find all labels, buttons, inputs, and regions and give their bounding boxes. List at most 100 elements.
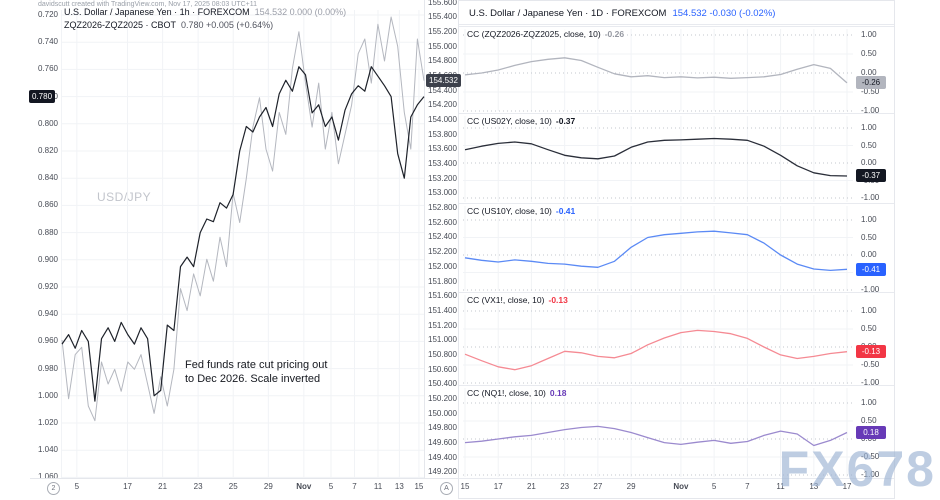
left-chart-panel: U.S. Dollar / Japanese Yen · 1h · FOREXC…: [0, 0, 461, 500]
spread-last-value-badge: 0.780: [29, 90, 56, 104]
usdjpy-quote-values: 154.532 0.000 (0.00%): [254, 7, 347, 17]
left-time-tick: 15: [414, 482, 424, 491]
right-time-tick: 23: [560, 482, 570, 491]
usdjpy-axis-tick: 149.400: [428, 452, 457, 462]
cc-pane-1[interactable]: 1.00 0.50 0.00 -0.50 -1.00 CC (ZQZ2026-ZQZ202…: [459, 26, 894, 115]
left-time-tick: Nov: [296, 482, 312, 491]
spread-axis-tick: 0.960: [37, 336, 58, 346]
cc-pane-legend[interactable]: CC (VX1!, close, 10) -0.13: [467, 295, 568, 305]
spread-axis-tick: 1.000: [37, 390, 58, 400]
cc-axis-tick: -0.50: [861, 360, 880, 369]
spread-axis-tick: 1.020: [37, 418, 58, 427]
usdjpy-axis-tick: 152.400: [428, 232, 457, 242]
spread-axis-tick: 0.880: [37, 227, 58, 237]
cc-axis-tick: 0.50: [861, 416, 877, 425]
cc-axis-tick: -1.00: [861, 285, 880, 294]
marker-2-badge[interactable]: 2: [47, 482, 60, 495]
cc-legend-title: CC (US02Y, close, 10): [467, 116, 552, 126]
right-chart-header[interactable]: U.S. Dollar / Japanese Yen · 1D · FOREXC…: [459, 4, 894, 25]
cc-legend-title: CC (NQ1!, close, 10): [467, 388, 546, 398]
left-time-tick: 5: [328, 482, 334, 491]
left-time-tick: 11: [373, 482, 383, 491]
usdjpy-axis-tick: 149.600: [428, 438, 457, 447]
cc-pane-plot[interactable]: [459, 114, 894, 204]
spread-price-scale[interactable]: 0.720 0.740 0.760 0.780 0.800 0.820 0.840 0.860…: [30, 0, 58, 478]
cc-axis-tick: -0.50: [861, 452, 880, 461]
usdjpy-axis-tick: 150.800: [428, 349, 457, 359]
spread-axis-tick: 0.940: [37, 309, 58, 319]
cc-line-series: [464, 137, 848, 177]
cc-axis-tick: -1.00: [861, 106, 880, 115]
spread-axis-tick: 0.860: [37, 200, 58, 210]
cc-legend-value: -0.26: [604, 29, 625, 39]
cc-pane-plot[interactable]: [459, 293, 894, 386]
cc-legend-title: CC (ZQZ2026-ZQZ2025, close, 10): [467, 29, 601, 39]
cc-pane-legend[interactable]: CC (US10Y, close, 10) -0.41: [467, 206, 576, 216]
legend-row-usdjpy[interactable]: U.S. Dollar / Japanese Yen · 1h · FOREXC…: [64, 6, 346, 19]
auto-scale-button[interactable]: A: [440, 482, 453, 495]
cc-legend-title: CC (VX1!, close, 10): [467, 295, 545, 305]
spread-axis-tick: 0.920: [37, 282, 58, 291]
usdjpy-axis-tick: 153.400: [428, 159, 457, 169]
cc-axis-tick: 1.00: [861, 398, 877, 407]
usdjpy-axis-tick: 155.200: [428, 26, 457, 36]
right-time-tick: 17: [842, 482, 852, 491]
cc-pane-legend[interactable]: CC (NQ1!, close, 10) 0.18: [467, 388, 567, 398]
annotation-line-1: Fed funds rate cut pricing out: [185, 359, 328, 371]
usdjpy-axis-tick: 151.000: [428, 335, 457, 345]
usdjpy-axis-tick: 151.200: [428, 320, 457, 330]
right-time-tick: 27: [593, 482, 603, 491]
spread-axis-tick: 0.820: [37, 146, 58, 155]
usdjpy-line-series: [61, 16, 425, 422]
usdjpy-last-value-badge: 154.532: [426, 74, 461, 88]
cc-pane-plot[interactable]: [459, 386, 894, 479]
usdjpy-axis-tick: 154.200: [428, 100, 457, 110]
left-time-tick: 21: [158, 482, 168, 491]
left-time-tick: 5: [74, 482, 80, 491]
cc-legend-title: CC (US10Y, close, 10): [467, 206, 552, 216]
left-time-tick: 23: [193, 482, 203, 491]
right-time-tick: 29: [626, 482, 636, 491]
zq-spread-quote-values: 0.780 +0.005 (+0.64%): [181, 20, 274, 30]
cc-axis-tick: 0.00: [861, 250, 877, 259]
right-time-tick: 17: [493, 482, 503, 491]
usdjpy-axis-tick: 154.000: [428, 115, 457, 125]
cc-pane-legend[interactable]: CC (ZQZ2026-ZQZ2025, close, 10) -0.26: [467, 29, 625, 39]
spread-axis-tick: 0.900: [37, 254, 58, 264]
spread-axis-tick: 0.840: [37, 173, 58, 183]
usdjpy-axis-tick: 151.600: [428, 291, 457, 301]
right-time-tick: 13: [809, 482, 819, 491]
cc-legend-value: -0.13: [548, 295, 568, 305]
usdjpy-axis-tick: 153.600: [428, 144, 457, 154]
cc-axis-tick: -1.00: [861, 378, 880, 387]
cc-pane-plot[interactable]: [459, 204, 894, 293]
cc-legend-value: 0.18: [549, 388, 567, 398]
zq-spread-symbol-label: ZQZ2026-ZQZ2025 · CBOT: [64, 20, 177, 30]
cc-pane-legend[interactable]: CC (US02Y, close, 10) -0.37: [467, 116, 576, 126]
usdjpy-axis-tick: 153.800: [428, 129, 457, 139]
cc-pane-plot[interactable]: [459, 27, 894, 113]
cc-last-value-badge: -0.26: [856, 76, 886, 90]
usdjpy-axis-tick: 155.600: [428, 0, 457, 7]
legend-row-zq-spread[interactable]: ZQZ2026-ZQZ2025 · CBOT 0.780 +0.005 (+0.6…: [64, 19, 346, 32]
cc-axis-tick: -1.00: [861, 193, 880, 202]
cc-last-value-badge: -0.37: [856, 169, 886, 183]
cc-axis-tick: -1.00: [861, 470, 880, 479]
left-chart-legend: U.S. Dollar / Japanese Yen · 1h · FOREXC…: [64, 6, 346, 32]
annotation-line-2: to Dec 2026. Scale inverted: [185, 373, 321, 385]
spread-axis-tick: 0.760: [37, 64, 58, 74]
usdjpy-price-scale[interactable]: 155.600155.400155.200155.000154.800154.6…: [428, 0, 458, 478]
cc-axis-tick: 1.00: [861, 215, 877, 224]
right-symbol-label: U.S. Dollar / Japanese Yen · 1D · FOREXC…: [469, 8, 667, 19]
cc-last-value-badge: -0.41: [856, 262, 886, 276]
left-chart-plot-area[interactable]: [0, 0, 458, 500]
usdjpy-axis-tick: 151.800: [428, 276, 457, 286]
cc-axis-tick: 0.50: [861, 232, 877, 242]
usdjpy-axis-tick: 152.000: [428, 261, 457, 271]
right-time-tick: 21: [526, 482, 536, 491]
